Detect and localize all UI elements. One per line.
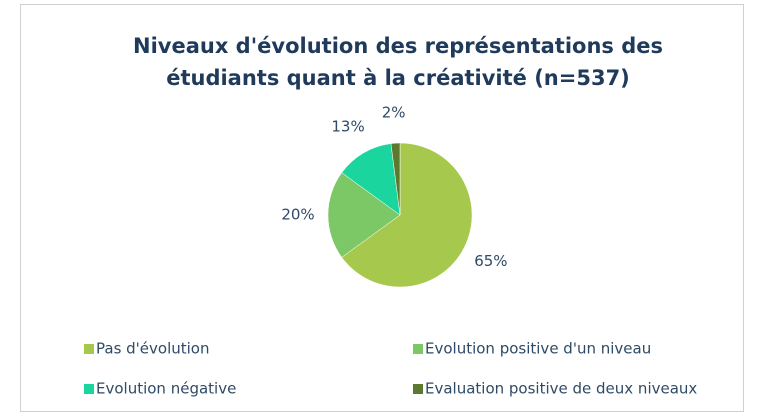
legend-swatch	[84, 344, 94, 354]
legend-label: Evaluation positive de deux niveaux	[425, 380, 697, 398]
legend-swatch	[84, 384, 94, 394]
data-label: 13%	[331, 118, 364, 136]
pie-slice	[341, 142, 473, 288]
chart-frame	[20, 4, 744, 412]
legend-label: Pas d'évolution	[96, 340, 209, 358]
data-label: 65%	[474, 252, 507, 270]
pie-slice	[341, 143, 401, 216]
pie-slice	[327, 172, 401, 258]
data-label: 20%	[281, 206, 314, 224]
legend-label: Evolution négative	[96, 380, 236, 398]
data-label: 2%	[382, 104, 406, 122]
legend-label: Evolution positive d'un niveau	[425, 340, 651, 358]
legend-swatch	[413, 384, 423, 394]
legend-swatch	[413, 344, 423, 354]
chart-title: Niveaux d'évolution des représentations …	[133, 34, 663, 90]
pie-slice	[390, 142, 401, 216]
